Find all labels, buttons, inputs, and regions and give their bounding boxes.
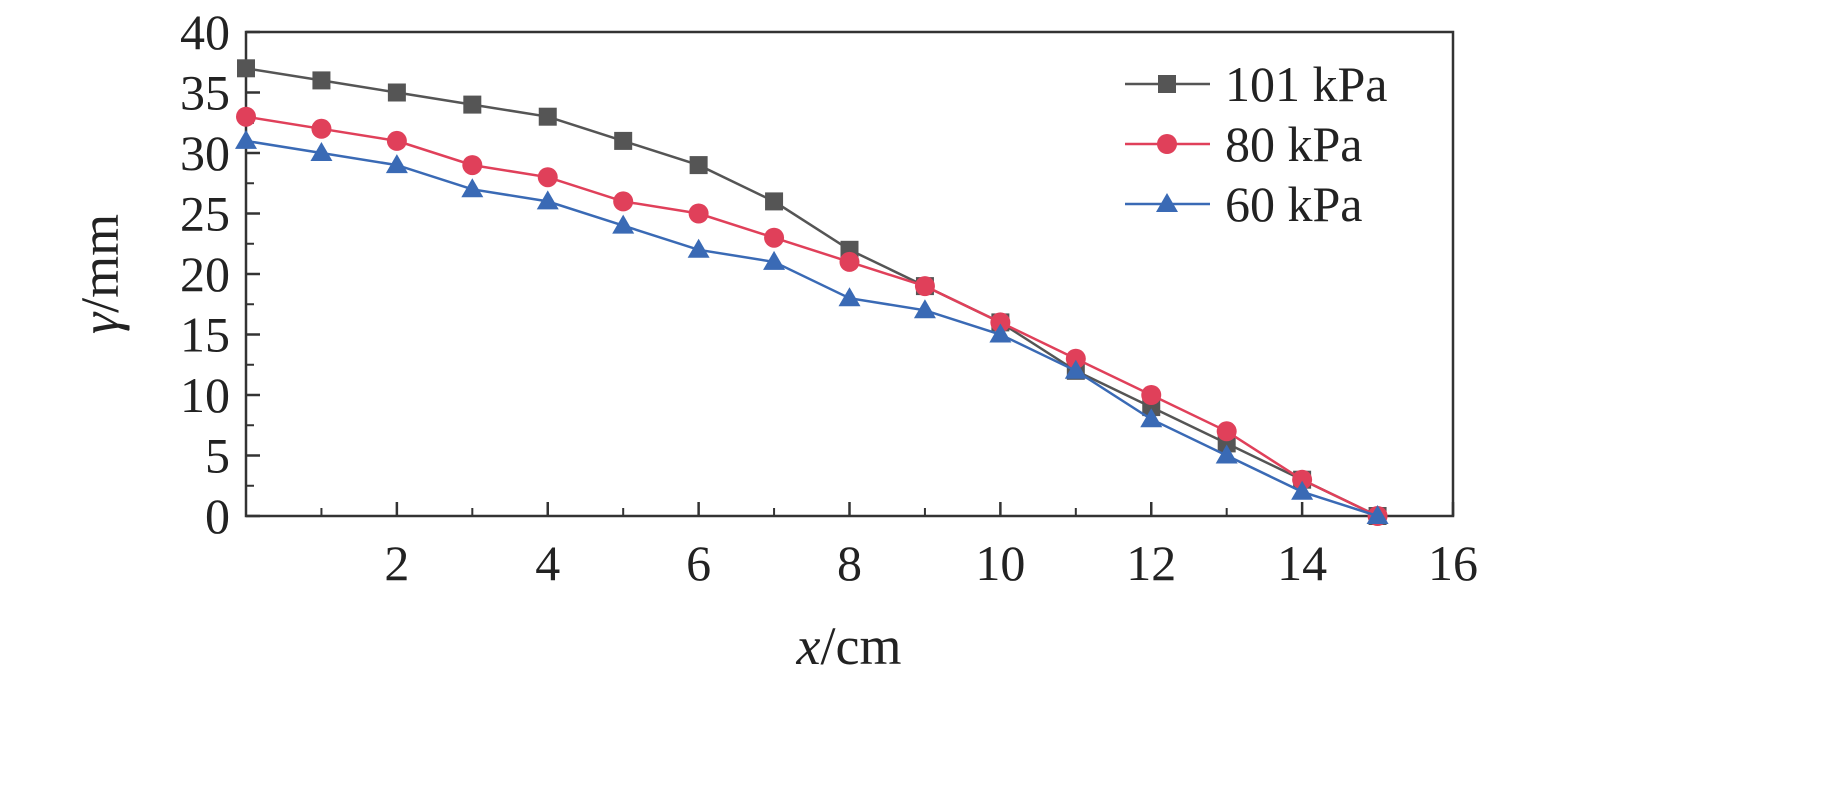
data-point [1292, 469, 1313, 490]
legend-item-2: 60 kPa [1125, 176, 1363, 232]
data-point [687, 238, 710, 258]
legend-label: 60 kPa [1225, 176, 1363, 232]
legend-item-0: 101 kPa [1125, 56, 1388, 112]
data-point [461, 178, 484, 198]
y-tick-label: 25 [180, 186, 230, 242]
data-point [612, 214, 635, 234]
series-1 [236, 106, 1388, 526]
y-tick-label: 5 [205, 428, 230, 484]
data-point [312, 71, 331, 90]
y-tick-label: 40 [180, 4, 230, 60]
series-line [245, 115, 1379, 518]
y-tick-label: 10 [180, 367, 230, 423]
data-point [763, 250, 786, 270]
data-point [386, 130, 407, 151]
data-point [839, 251, 860, 272]
data-point [385, 154, 408, 174]
x-tick-label: 14 [1277, 535, 1327, 591]
data-point [765, 192, 784, 211]
x-tick-label: 10 [975, 535, 1025, 591]
data-point [764, 227, 785, 248]
y-tick-label: 35 [180, 65, 230, 121]
data-point [311, 118, 332, 139]
series-layer [235, 59, 1389, 526]
data-point [310, 142, 333, 161]
x-axis-title-var: x [796, 616, 821, 676]
data-point [236, 106, 256, 127]
data-point [1064, 359, 1087, 379]
data-point [1141, 385, 1162, 405]
legend-marker [1157, 134, 1177, 154]
x-tick-label: 12 [1126, 535, 1176, 591]
legend-marker [1156, 193, 1178, 212]
data-point [1216, 421, 1237, 442]
data-point [387, 83, 406, 102]
y-axis-title-unit: /mm [70, 214, 130, 313]
data-point [689, 156, 708, 175]
data-point [536, 190, 559, 210]
data-point [989, 323, 1012, 343]
data-point [538, 107, 557, 126]
x-tick-label: 2 [384, 535, 409, 591]
series-0 [237, 59, 1387, 525]
y-axis-title-var: γ [70, 311, 130, 334]
data-point [1140, 408, 1163, 428]
x-tick-label: 4 [535, 535, 560, 591]
series-2 [235, 129, 1389, 524]
data-point [237, 59, 255, 78]
y-tick-label: 20 [180, 246, 230, 302]
data-point [914, 276, 935, 297]
data-point [990, 312, 1011, 333]
data-point [462, 155, 483, 176]
series-line [245, 139, 1378, 518]
data-point [463, 95, 482, 114]
data-point [1366, 505, 1389, 524]
y-tick-label: 0 [205, 488, 230, 544]
data-point [614, 131, 633, 150]
y-axis-title: γ/mm [70, 214, 130, 334]
x-tick-label: 8 [837, 535, 862, 591]
legend-label: 80 kPa [1225, 116, 1363, 172]
data-point [1215, 444, 1238, 464]
y-tick-label: 30 [180, 125, 230, 181]
x-tick-label: 16 [1428, 535, 1478, 591]
x-tick-label: 6 [686, 535, 711, 591]
series-line [245, 67, 1379, 518]
data-point [1065, 348, 1086, 369]
data-point [613, 191, 634, 212]
data-point [1291, 480, 1314, 500]
legend-item-1: 80 kPa [1125, 116, 1363, 172]
legend-label: 101 kPa [1225, 56, 1388, 112]
data-point [913, 299, 936, 319]
legend-marker [1158, 75, 1176, 93]
x-axis: 2 4 6 8 10 12 14 16 [320, 502, 1478, 591]
x-axis-title: x/cm [796, 616, 902, 676]
data-point [838, 287, 861, 307]
y-tick-label: 15 [180, 307, 230, 363]
x-axis-title-unit: /cm [820, 616, 901, 676]
data-point [537, 167, 558, 188]
data-point [235, 129, 257, 149]
data-point [688, 203, 709, 224]
